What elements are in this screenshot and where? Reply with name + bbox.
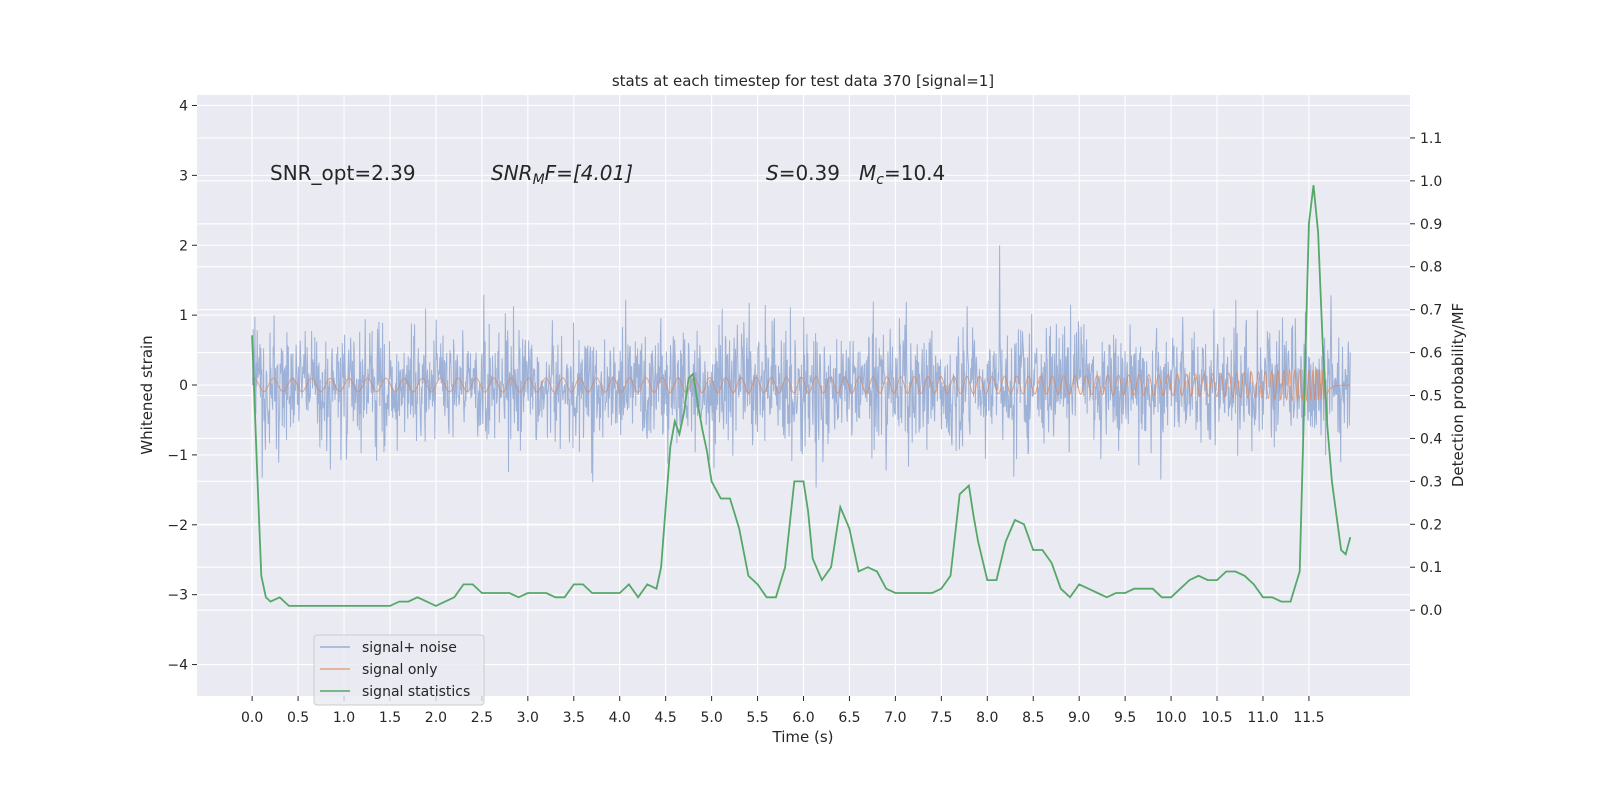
y-tick-label-left: 2 <box>179 238 188 254</box>
y-tick-label-right: 0.1 <box>1420 560 1442 576</box>
legend-label-stats: signal statistics <box>362 684 470 700</box>
stats-series <box>251 185 1352 607</box>
annotation-mc: Mc=10.4 <box>859 161 945 188</box>
x-tick-label: 3.0 <box>517 710 539 726</box>
y-tick-label-right: 1.0 <box>1420 174 1442 190</box>
x-tick-label: 9.5 <box>1114 710 1136 726</box>
y-axis-label-right: Detection probability/MF <box>1449 303 1467 487</box>
x-tick-label: 11.5 <box>1293 710 1324 726</box>
legend-box <box>313 634 485 706</box>
y-tick-label-left: −4 <box>167 658 188 674</box>
x-tick-label: 4.5 <box>655 710 677 726</box>
y-tick-label-left: −1 <box>167 448 188 464</box>
x-tick-label: 10.5 <box>1201 710 1232 726</box>
y-tick-label-right: 0.8 <box>1420 260 1442 276</box>
x-tick-label: 2.5 <box>471 710 493 726</box>
y-tick-label-right: 1.1 <box>1420 131 1442 147</box>
noise-trace <box>251 245 1351 488</box>
y-tick-label-left: −2 <box>167 518 188 534</box>
annotation-snr-mf-rest: F=[4.01] <box>545 161 633 185</box>
x-tick-label: 0.0 <box>241 710 263 726</box>
y-tick-label-left: 0 <box>179 378 188 394</box>
x-tick-label: 5.5 <box>746 710 768 726</box>
annotation-s-main: S <box>766 161 779 185</box>
annotation-s-rest: =0.39 <box>779 161 840 185</box>
annotation-snr-mf: SNRMF=[4.01] <box>491 161 633 188</box>
x-tick-label: 0.5 <box>287 710 309 726</box>
annotation-mc-rest: =10.4 <box>884 161 945 185</box>
annotation-snr-mf-sub: M <box>533 172 545 188</box>
x-tick-label: 4.0 <box>609 710 631 726</box>
y-tick-label-right: 0.6 <box>1420 346 1442 362</box>
y-axis-label-left: Whitened strain <box>138 335 156 454</box>
legend: signal+ noise signal only signal statist… <box>313 634 485 706</box>
annotation-s: S=0.39 <box>766 161 840 185</box>
legend-label-signal: signal only <box>362 662 437 678</box>
x-tick-label: 7.5 <box>930 710 952 726</box>
noise-series <box>251 245 1351 488</box>
y-tick-label-left: 1 <box>179 308 188 324</box>
y-tick-label-left: 4 <box>179 98 188 114</box>
x-axis-label: Time (s) <box>772 728 834 746</box>
x-tick-label: 9.0 <box>1068 710 1090 726</box>
annotation-mc-sub: c <box>876 172 884 188</box>
y-tick-label-left: 3 <box>179 168 188 184</box>
x-tick-label: 3.5 <box>563 710 585 726</box>
x-tick-label: 11.0 <box>1247 710 1278 726</box>
x-tick-label: 5.0 <box>700 710 722 726</box>
y-tick-label-right: 0.7 <box>1420 303 1442 319</box>
x-tick-label: 8.5 <box>1022 710 1044 726</box>
chart-title: stats at each timestep for test data 370… <box>612 72 994 90</box>
x-tick-label: 6.5 <box>838 710 860 726</box>
annotation-mc-main: M <box>859 161 876 185</box>
x-tick-label: 6.0 <box>792 710 814 726</box>
annotation-snr-opt: SNR_opt=2.39 <box>270 161 416 185</box>
y-tick-label-right: 0.0 <box>1420 603 1442 619</box>
stats-line <box>251 185 1352 607</box>
ticks-layer: 0.0 0.5 1.0 1.5 2.0 2.5 3.0 3.5 4.0 4.5 5.0 5.5 6.0 6… <box>167 98 1442 726</box>
x-tick-label: 8.0 <box>976 710 998 726</box>
y-tick-label-right: 0.3 <box>1420 474 1442 490</box>
annotation-snr-mf-main: SNR <box>491 161 533 185</box>
y-tick-label-right: 0.2 <box>1420 517 1442 533</box>
x-tick-label: 2.0 <box>425 710 447 726</box>
x-tick-label: 1.0 <box>333 710 355 726</box>
signal-trace <box>251 368 1351 403</box>
x-tick-label: 7.0 <box>884 710 906 726</box>
x-tick-label: 1.5 <box>379 710 401 726</box>
legend-label-noise: signal+ noise <box>362 640 457 656</box>
y-tick-label-right: 0.5 <box>1420 389 1442 405</box>
x-tick-label: 10.0 <box>1155 710 1186 726</box>
signal-series <box>251 368 1351 403</box>
y-tick-label-left: −3 <box>167 588 188 604</box>
y-tick-label-right: 0.9 <box>1420 217 1442 233</box>
y-tick-label-right: 0.4 <box>1420 431 1442 447</box>
